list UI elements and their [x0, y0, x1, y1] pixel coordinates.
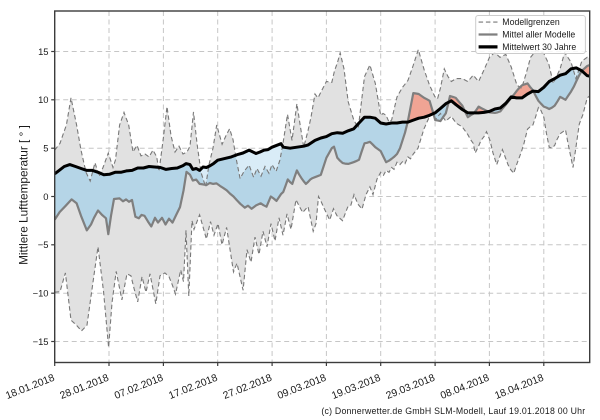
svg-text:0: 0: [43, 191, 48, 202]
svg-text:−15: −15: [33, 336, 49, 347]
svg-text:Mittlere Lufttemperatur [ ° ]: Mittlere Lufttemperatur [ ° ]: [17, 125, 31, 265]
svg-text:Mittel aller Modelle: Mittel aller Modelle: [502, 30, 575, 40]
svg-text:Modellgrenzen: Modellgrenzen: [502, 17, 560, 27]
svg-text:−5: −5: [38, 239, 49, 250]
svg-text:−10: −10: [33, 288, 49, 299]
svg-text:15: 15: [38, 46, 48, 57]
svg-text:5: 5: [43, 143, 48, 154]
svg-text:10: 10: [38, 94, 48, 105]
svg-text:(c) Donnerwetter.de GmbH SLM-M: (c) Donnerwetter.de GmbH SLM-Modell, Lau…: [321, 406, 585, 416]
svg-text:Mittelwert 30 Jahre: Mittelwert 30 Jahre: [502, 42, 576, 52]
